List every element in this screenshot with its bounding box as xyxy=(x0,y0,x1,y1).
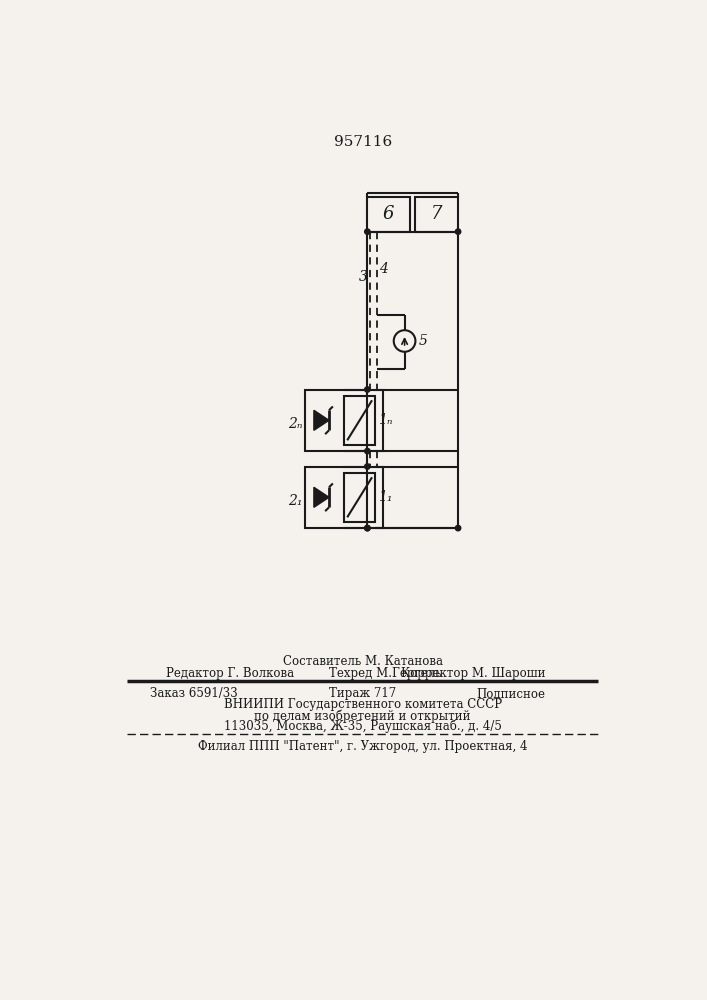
Text: Филиал ППП "Патент", г. Ужгород, ул. Проектная, 4: Филиал ППП "Патент", г. Ужгород, ул. Про… xyxy=(198,740,527,753)
Polygon shape xyxy=(314,410,329,430)
Text: ВНИИПИ Государственного комитета СССР: ВНИИПИ Государственного комитета СССР xyxy=(223,698,502,711)
Text: Составитель М. Катанова: Составитель М. Катанова xyxy=(283,655,443,668)
Circle shape xyxy=(455,229,461,234)
Text: Редактор Г. Волкова: Редактор Г. Волкова xyxy=(166,667,294,680)
Text: 1ₙ: 1ₙ xyxy=(378,413,392,427)
Circle shape xyxy=(365,229,370,234)
Text: 4: 4 xyxy=(379,262,388,276)
Text: Техред М.Гергель: Техред М.Гергель xyxy=(329,667,441,680)
Bar xyxy=(305,466,383,528)
Text: 113035, Москва, Ж-35, Раушская наб., д. 4/5: 113035, Москва, Ж-35, Раушская наб., д. … xyxy=(224,720,502,733)
Bar xyxy=(344,473,375,522)
Bar xyxy=(416,197,458,232)
Circle shape xyxy=(365,387,370,392)
Bar xyxy=(344,396,375,445)
Text: по делам изобретений и открытий: по делам изобретений и открытий xyxy=(255,709,471,723)
Circle shape xyxy=(365,525,370,531)
Text: 1₁: 1₁ xyxy=(378,490,392,504)
Bar xyxy=(305,389,383,451)
Text: 5: 5 xyxy=(419,334,428,348)
Text: Тираж 717: Тираж 717 xyxy=(329,687,396,700)
Text: 3: 3 xyxy=(358,270,368,284)
Text: Корректор М. Шароши: Корректор М. Шароши xyxy=(401,667,546,680)
Text: Подписное: Подписное xyxy=(477,687,546,700)
Text: 7: 7 xyxy=(431,205,443,223)
Text: 6: 6 xyxy=(383,205,395,223)
Text: Заказ 6591/33: Заказ 6591/33 xyxy=(151,687,238,700)
Circle shape xyxy=(365,464,370,469)
Circle shape xyxy=(365,448,370,454)
Circle shape xyxy=(365,525,370,531)
Bar xyxy=(368,197,410,232)
Text: 957116: 957116 xyxy=(334,135,392,149)
Circle shape xyxy=(455,525,461,531)
Polygon shape xyxy=(314,487,329,507)
Text: 2ₙ: 2ₙ xyxy=(288,417,303,431)
Text: 2₁: 2₁ xyxy=(288,494,303,508)
